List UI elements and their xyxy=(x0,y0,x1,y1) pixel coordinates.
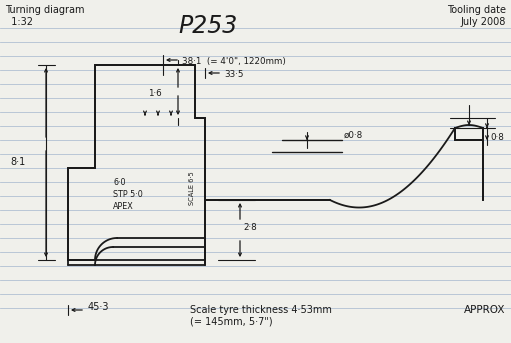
Text: Tooling date
July 2008: Tooling date July 2008 xyxy=(447,5,506,27)
Text: Scale tyre thickness 4·53mm: Scale tyre thickness 4·53mm xyxy=(190,305,332,315)
Text: 38·1  (= 4'0", 1220mm): 38·1 (= 4'0", 1220mm) xyxy=(182,57,286,66)
Text: 33·5: 33·5 xyxy=(224,70,244,79)
Text: 45·3: 45·3 xyxy=(88,302,109,312)
Text: 0·8: 0·8 xyxy=(490,133,504,142)
Text: (= 145mm, 5·7"): (= 145mm, 5·7") xyxy=(190,317,273,327)
Text: P253: P253 xyxy=(178,14,238,38)
Text: Turning diagram
  1:32: Turning diagram 1:32 xyxy=(5,5,84,27)
Text: 1·6: 1·6 xyxy=(148,89,162,98)
Text: SCALE 6·5: SCALE 6·5 xyxy=(189,171,195,205)
Text: ø0·8: ø0·8 xyxy=(344,130,363,140)
Text: 8·1: 8·1 xyxy=(10,157,25,167)
Text: STP 5·0: STP 5·0 xyxy=(113,190,143,199)
Text: APPROX: APPROX xyxy=(463,305,505,315)
Text: 2·8: 2·8 xyxy=(243,224,257,233)
Text: 6·0: 6·0 xyxy=(113,178,126,187)
Text: APEX: APEX xyxy=(113,202,134,211)
